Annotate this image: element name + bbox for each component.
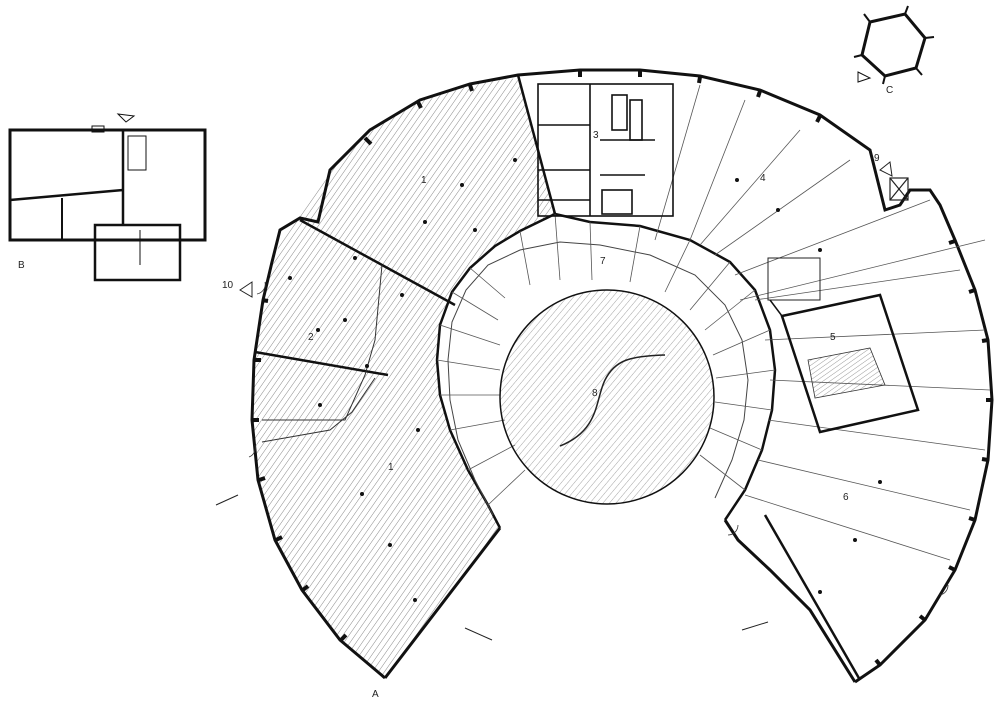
court-s-curve	[559, 354, 666, 447]
central-court	[499, 289, 715, 505]
south-east-wall	[723, 519, 857, 683]
room-5-label: 5	[830, 332, 836, 343]
building-c-label: C	[886, 85, 893, 96]
stair-block-9	[889, 177, 909, 201]
outer-wall	[250, 68, 994, 684]
section-marks	[215, 494, 769, 641]
service-block	[537, 83, 674, 217]
radial-lines	[436, 213, 776, 506]
room-7-label: 7	[600, 256, 606, 267]
room-6-label: 6	[843, 492, 849, 503]
building-b-label: B	[18, 260, 25, 271]
south-west-end	[383, 527, 502, 679]
room-1-upper-label: 1	[421, 175, 427, 186]
room-3-label: 3	[593, 130, 599, 141]
partition-walls	[254, 74, 862, 681]
wall-posts	[253, 71, 992, 667]
lecture-hall	[767, 257, 920, 434]
corridor-ring	[447, 241, 749, 516]
entry-markers	[239, 161, 893, 298]
hatched-exhibition-zone	[252, 78, 555, 678]
building-a-label: A	[372, 689, 379, 700]
room-10-label: 10	[222, 280, 234, 291]
room-2-label: 2	[308, 332, 314, 343]
room-4-label: 4	[760, 173, 766, 184]
column-dots	[288, 158, 882, 602]
room-9-label: 9	[874, 153, 880, 164]
room-1-lower-label: 1	[388, 462, 394, 473]
room-8-label: 8	[592, 388, 598, 399]
building-c	[853, 5, 935, 85]
building-b	[8, 113, 207, 282]
room-2-outline	[261, 264, 383, 443]
door-swings	[248, 281, 949, 596]
fan-lines-east	[654, 84, 991, 561]
building-a-ring	[248, 68, 994, 684]
